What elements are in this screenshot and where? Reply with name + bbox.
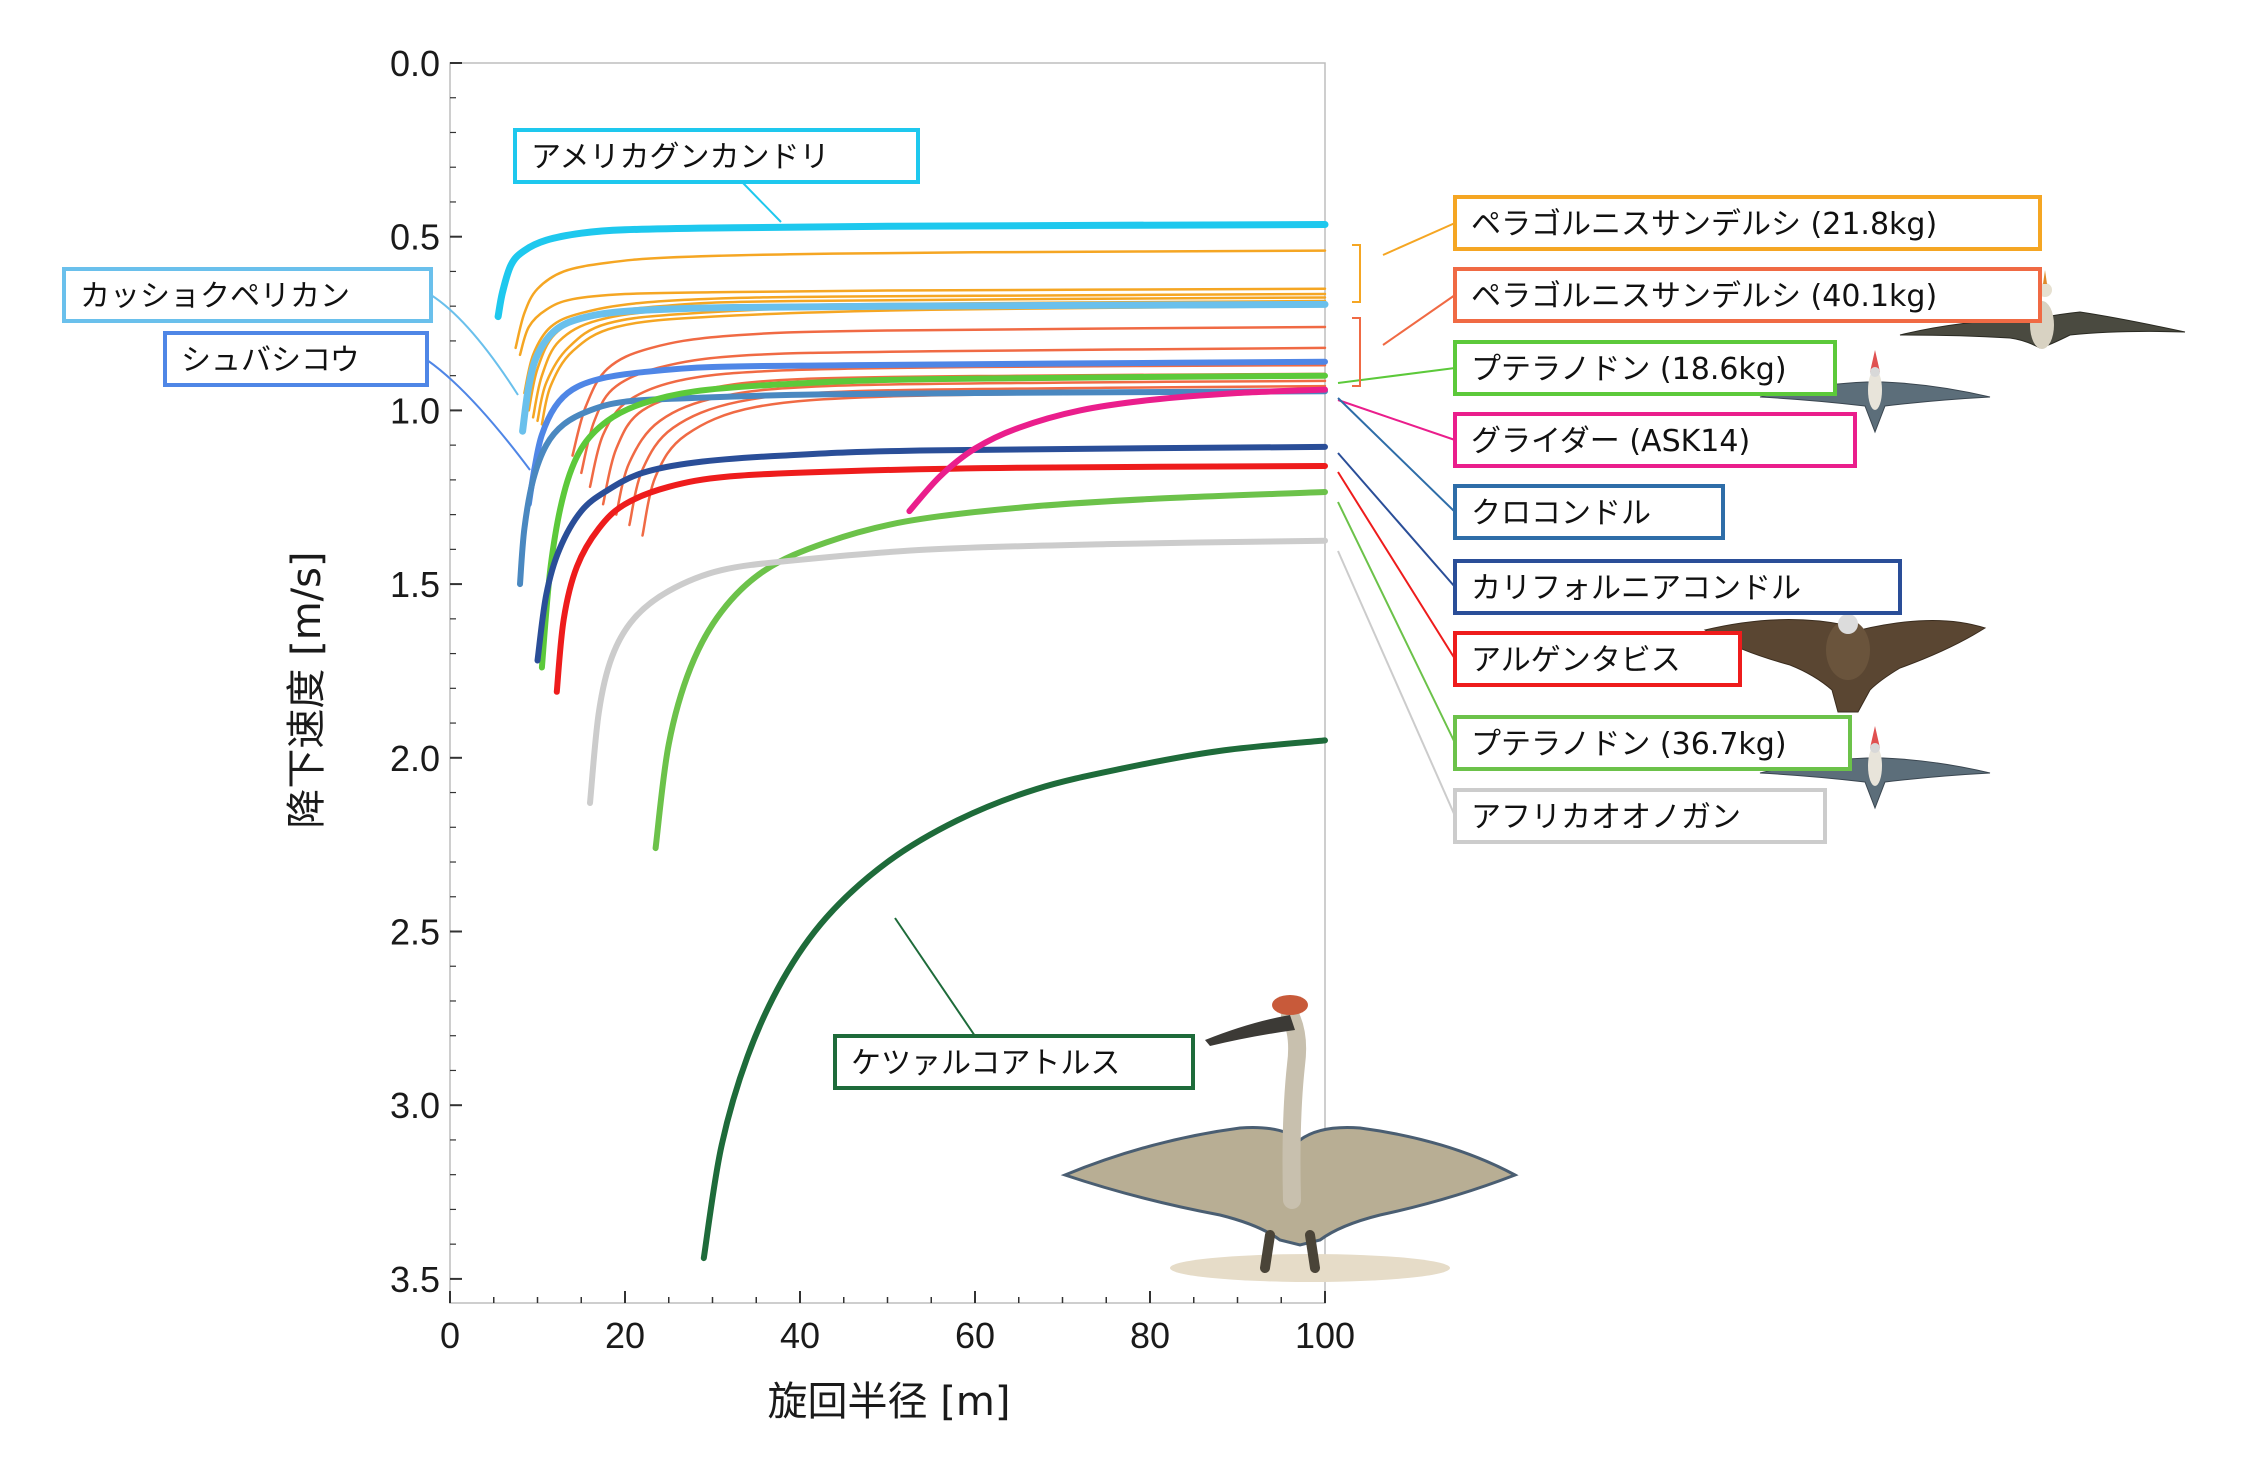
condor-illustration xyxy=(1703,614,1987,713)
y-tick-label: 2.0 xyxy=(390,738,440,779)
leader-line xyxy=(1382,222,1456,256)
series-line xyxy=(571,325,1327,457)
label-text: ペラゴルニスサンデルシ (40.1kg) xyxy=(1471,279,1937,314)
y-tick-label: 1.0 xyxy=(390,390,440,431)
series-line xyxy=(514,249,1327,350)
label-text: カリフォルニアコンドル xyxy=(1471,571,1801,606)
illustrations xyxy=(1060,270,2186,1282)
x-tick-label: 100 xyxy=(1295,1315,1355,1356)
label-box-condor: カリフォルニアコンドル xyxy=(1453,559,1902,615)
series-line xyxy=(906,386,1328,515)
series-line xyxy=(517,388,1328,588)
leader-line xyxy=(1337,397,1456,513)
label-box-pelican: カッショクペリカン xyxy=(62,267,433,323)
x-tick-label: 60 xyxy=(955,1315,995,1356)
label-box-frigatebird: アメリカグンカンドリ xyxy=(513,128,920,184)
y-tick-label: 3.5 xyxy=(390,1259,440,1300)
label-text: クロコンドル xyxy=(1471,496,1651,531)
label-box-glider: グライダー (ASK14) xyxy=(1453,412,1857,468)
label-text: アメリカグンカンドリ xyxy=(531,140,830,175)
series-line xyxy=(494,221,1329,321)
bracket xyxy=(1352,317,1361,387)
label-text: ペラゴルニスサンデルシ (21.8kg) xyxy=(1471,207,1937,242)
label-box-quetzalcoatlus: ケツァルコアトルス xyxy=(833,1034,1195,1090)
series-line xyxy=(518,287,1327,357)
label-box-bustard: アフリカオオノガン xyxy=(1453,788,1827,844)
series-line xyxy=(553,463,1328,695)
series-line xyxy=(525,358,1328,508)
y-tick-label: 1.5 xyxy=(390,564,440,605)
leader-line xyxy=(1337,399,1456,441)
bracket xyxy=(1352,244,1361,303)
label-box-pteranodon_36: プテラノドン (36.7kg) xyxy=(1453,715,1852,771)
y-tick-label: 3.0 xyxy=(390,1085,440,1126)
y-tick-label: 0.5 xyxy=(390,217,440,258)
y-tick-label: 0.0 xyxy=(390,43,440,84)
quetzalcoatlus-illustration xyxy=(1060,995,1519,1282)
label-box-pteranodon_18: プテラノドン (18.6kg) xyxy=(1453,340,1837,396)
leader-line xyxy=(1382,294,1456,346)
axes: 0 20 40 60 80 100 0.0 0.5 1.0 1.5 2.0 2.5 3.0 3.5 xyxy=(390,43,1355,1356)
series-line xyxy=(523,292,1327,395)
series-line xyxy=(587,537,1328,806)
leader-line xyxy=(1337,367,1456,384)
label-text: アフリカオオノガン xyxy=(1471,800,1741,835)
label-text: グライダー (ASK14) xyxy=(1471,424,1750,459)
x-tick-label: 40 xyxy=(780,1315,820,1356)
label-box-pelagornis_21: ペラゴルニスサンデルシ (21.8kg) xyxy=(1453,195,2042,251)
label-box-stork: シュバシコウ xyxy=(163,331,429,387)
y-axis-title: 降下速度 [m/s] xyxy=(284,551,330,828)
label-text: ケツァルコアトルス xyxy=(851,1046,1120,1081)
label-box-black_vulture: クロコンドル xyxy=(1453,484,1725,540)
leader-line xyxy=(430,294,519,396)
label-text: プテラノドン (18.6kg) xyxy=(1471,352,1787,387)
leader-line xyxy=(1337,471,1456,660)
x-tick-label: 0 xyxy=(440,1315,460,1356)
label-text: カッショクペリカン xyxy=(80,279,350,314)
plot-frame xyxy=(449,62,1326,1304)
series-line xyxy=(519,300,1329,435)
x-tick-label: 80 xyxy=(1130,1315,1170,1356)
series-line xyxy=(538,372,1328,671)
series-line xyxy=(700,737,1328,1262)
leader-line xyxy=(426,359,531,471)
leader-line xyxy=(894,917,976,1037)
curves xyxy=(494,221,1329,1262)
label-text: アルゲンタビス xyxy=(1471,643,1681,678)
label-box-pelagornis_40: ペラゴルニスサンデルシ (40.1kg) xyxy=(1453,267,2042,323)
y-tick-label: 2.5 xyxy=(390,912,440,953)
series-line xyxy=(628,384,1327,527)
label-box-argentavis: アルゲンタビス xyxy=(1453,631,1742,687)
label-text: シュバシコウ xyxy=(181,343,360,378)
leader-line xyxy=(1337,452,1456,588)
leader-line xyxy=(742,182,782,223)
x-axis-title: 旋回半径 [m] xyxy=(768,1379,1011,1425)
label-text: プテラノドン (36.7kg) xyxy=(1471,727,1787,762)
x-tick-label: 20 xyxy=(605,1315,645,1356)
series-line xyxy=(652,489,1328,852)
leader-line xyxy=(1337,550,1456,817)
series-line xyxy=(615,379,1327,516)
leader-line xyxy=(1337,501,1456,744)
